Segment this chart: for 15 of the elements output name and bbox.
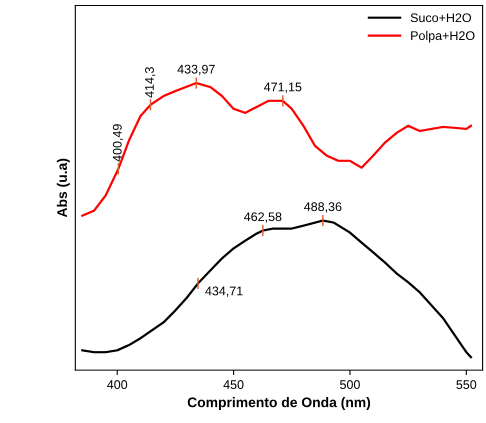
annotation: 433,97 bbox=[177, 64, 215, 76]
x-tick-label: 450 bbox=[223, 380, 244, 390]
annotation: 400,49 bbox=[112, 124, 124, 162]
y-axis-title: Abs (u.a) bbox=[56, 158, 70, 218]
legend-label: Polpa+H2O bbox=[411, 30, 474, 43]
annotation: 462,58 bbox=[244, 212, 282, 223]
x-tick-label: 400 bbox=[107, 380, 128, 390]
annotation: 471,15 bbox=[264, 82, 302, 93]
x-axis-title: Comprimento de Onda (nm) bbox=[188, 397, 370, 410]
x-tick-label: 500 bbox=[340, 380, 360, 390]
x-tick-label: 550 bbox=[456, 380, 476, 390]
annotation: 434,71 bbox=[205, 286, 243, 297]
legend-label: Suco+H2O bbox=[410, 13, 472, 22]
annotation: 488,36 bbox=[304, 202, 342, 213]
annotation: 414,3 bbox=[145, 67, 156, 98]
